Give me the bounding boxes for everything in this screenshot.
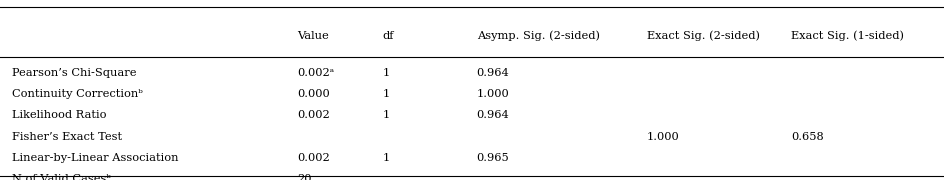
Text: 1.000: 1.000	[647, 132, 680, 142]
Text: 0.964: 0.964	[477, 68, 510, 78]
Text: 20: 20	[297, 174, 312, 180]
Text: 1: 1	[382, 89, 390, 99]
Text: Exact Sig. (1-sided): Exact Sig. (1-sided)	[791, 31, 904, 41]
Text: 0.002: 0.002	[297, 153, 330, 163]
Text: Asymp. Sig. (2-sided): Asymp. Sig. (2-sided)	[477, 31, 599, 41]
Text: Value: Value	[297, 31, 329, 41]
Text: 0.658: 0.658	[791, 132, 824, 142]
Text: 0.965: 0.965	[477, 153, 510, 163]
Text: N of Valid Casesᵇ: N of Valid Casesᵇ	[12, 174, 111, 180]
Text: 1: 1	[382, 153, 390, 163]
Text: 1: 1	[382, 68, 390, 78]
Text: 0.000: 0.000	[297, 89, 330, 99]
Text: Fisher’s Exact Test: Fisher’s Exact Test	[12, 132, 123, 142]
Text: Exact Sig. (2-sided): Exact Sig. (2-sided)	[647, 31, 760, 41]
Text: Likelihood Ratio: Likelihood Ratio	[12, 110, 107, 120]
Text: Pearson’s Chi-Square: Pearson’s Chi-Square	[12, 68, 137, 78]
Text: 0.964: 0.964	[477, 110, 510, 120]
Text: df: df	[382, 31, 394, 41]
Text: 0.002ᵃ: 0.002ᵃ	[297, 68, 334, 78]
Text: 0.002: 0.002	[297, 110, 330, 120]
Text: Continuity Correctionᵇ: Continuity Correctionᵇ	[12, 89, 143, 99]
Text: 1: 1	[382, 110, 390, 120]
Text: Linear-by-Linear Association: Linear-by-Linear Association	[12, 153, 178, 163]
Text: 1.000: 1.000	[477, 89, 510, 99]
